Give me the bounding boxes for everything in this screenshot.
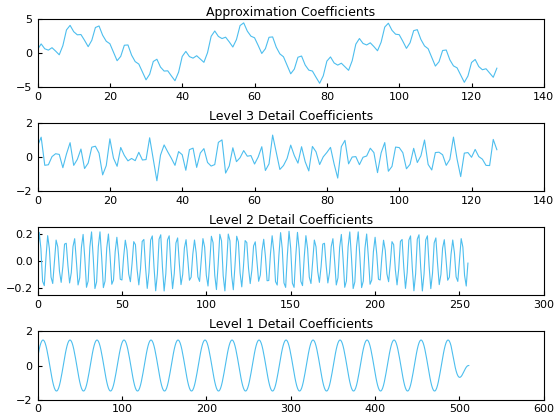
Title: Level 1 Detail Coefficients: Level 1 Detail Coefficients bbox=[209, 318, 373, 331]
Title: Level 2 Detail Coefficients: Level 2 Detail Coefficients bbox=[209, 214, 373, 227]
Title: Approximation Coefficients: Approximation Coefficients bbox=[206, 5, 375, 18]
Title: Level 3 Detail Coefficients: Level 3 Detail Coefficients bbox=[209, 110, 373, 123]
